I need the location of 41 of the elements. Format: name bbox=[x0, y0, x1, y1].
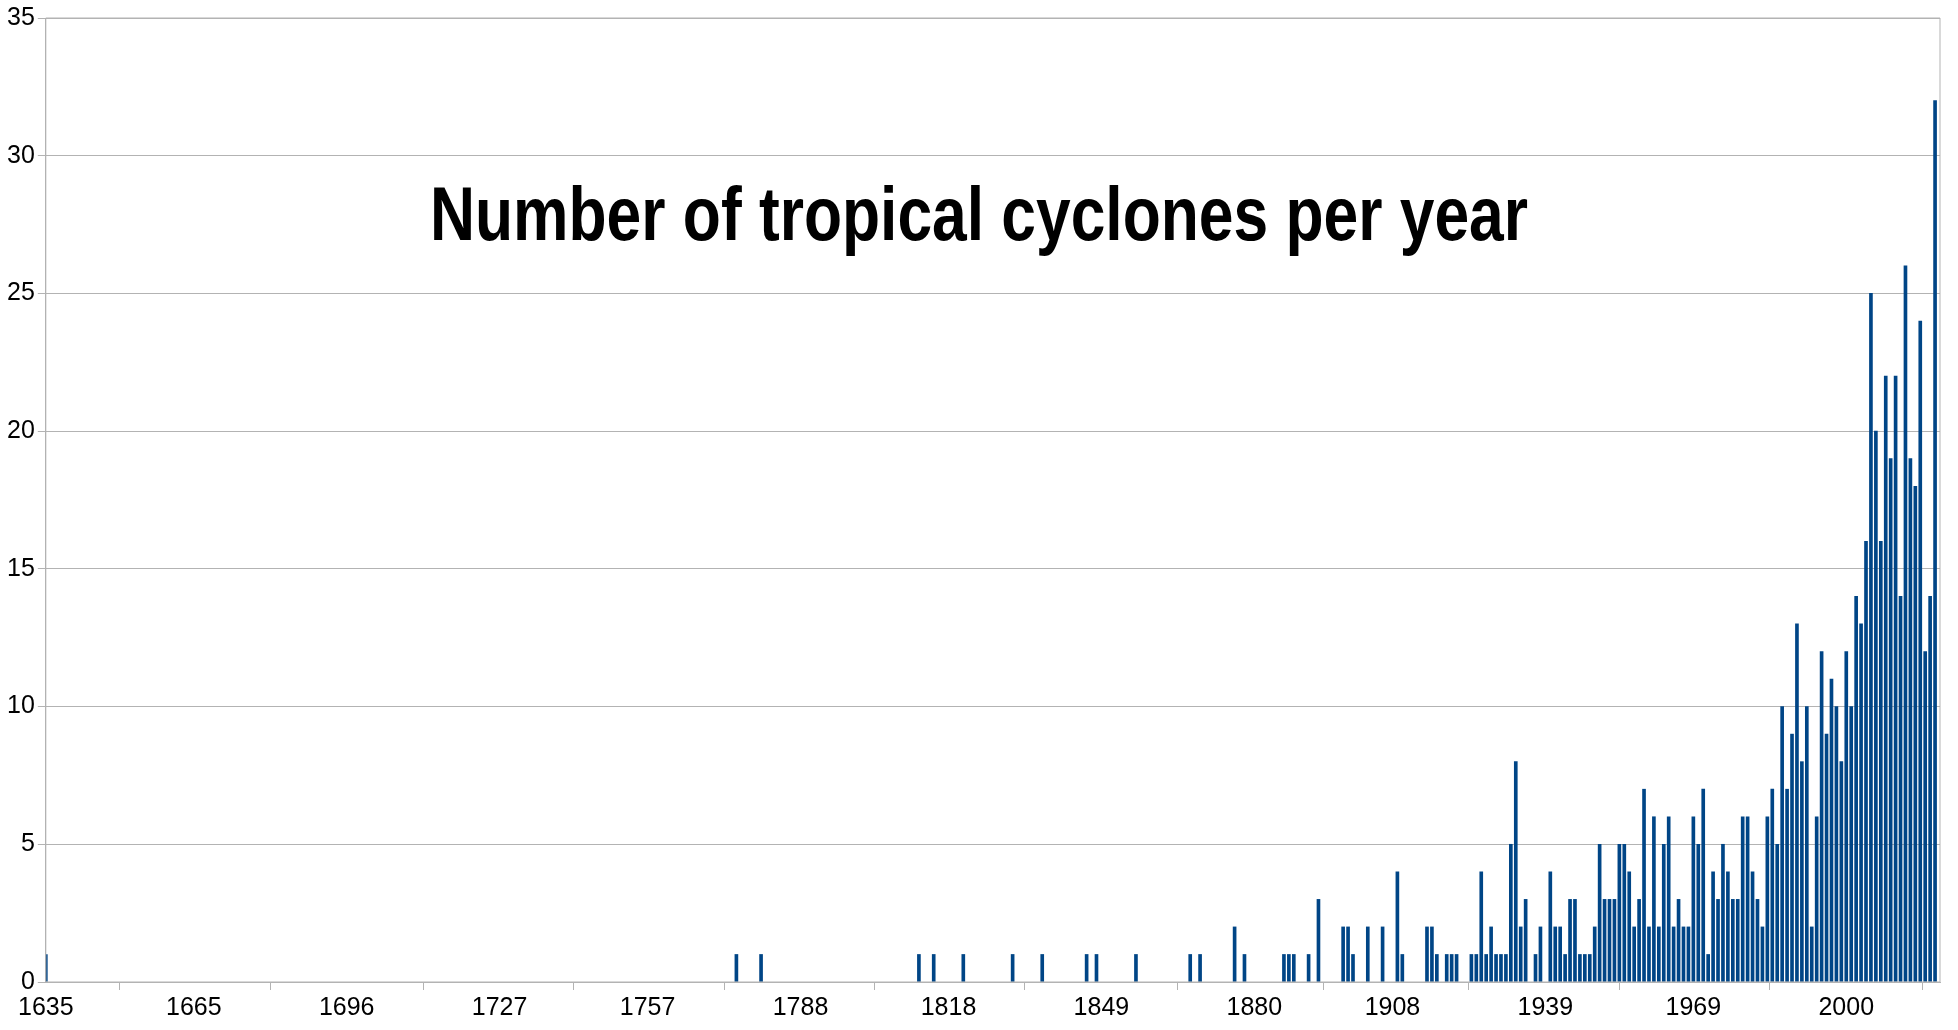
x-tick-label: 1788 bbox=[772, 991, 829, 1020]
bar bbox=[917, 954, 921, 982]
y-tick-label: 15 bbox=[7, 552, 35, 581]
bar bbox=[1548, 871, 1553, 982]
x-tick-label: 1757 bbox=[619, 991, 676, 1020]
x-tick-label: 1939 bbox=[1517, 991, 1574, 1020]
x-tick-label: 1727 bbox=[471, 991, 528, 1020]
bar bbox=[1918, 320, 1923, 982]
bar bbox=[1622, 843, 1627, 982]
y-tick-label: 20 bbox=[7, 415, 35, 444]
x-tick-label: 1696 bbox=[318, 991, 375, 1020]
bar bbox=[1666, 816, 1671, 982]
x-tick-label: 1880 bbox=[1226, 991, 1283, 1020]
bar bbox=[1770, 788, 1775, 982]
x-tick-label: 2000 bbox=[1818, 991, 1875, 1020]
bar bbox=[1444, 954, 1449, 982]
bar bbox=[1365, 926, 1370, 982]
y-tick-label: 5 bbox=[20, 828, 35, 857]
bar bbox=[1740, 816, 1745, 982]
bar bbox=[45, 954, 48, 982]
bar bbox=[1134, 954, 1138, 982]
x-tick-label: 1818 bbox=[920, 991, 977, 1020]
x-tick-label: 1849 bbox=[1073, 991, 1130, 1020]
y-tick-label: 25 bbox=[7, 277, 35, 306]
y-tick-label: 30 bbox=[7, 139, 35, 168]
bar bbox=[1198, 954, 1202, 982]
bar bbox=[1291, 954, 1296, 982]
x-tick-label: 1665 bbox=[165, 991, 222, 1020]
bar bbox=[1844, 651, 1849, 982]
bar bbox=[931, 954, 936, 982]
bar bbox=[1188, 954, 1193, 982]
bar bbox=[961, 954, 966, 982]
x-tick-label: 1908 bbox=[1364, 991, 1421, 1020]
bar bbox=[759, 954, 763, 982]
y-tick-label: 10 bbox=[7, 690, 35, 719]
x-tick-label: 1635 bbox=[18, 991, 74, 1020]
text: Number of tropical cyclones per year bbox=[429, 170, 1529, 257]
y-tick-label: 0 bbox=[20, 965, 35, 994]
bar bbox=[1040, 954, 1045, 982]
x-tick-label: 1969 bbox=[1665, 991, 1722, 1020]
y-tick-label: 35 bbox=[7, 1, 35, 30]
